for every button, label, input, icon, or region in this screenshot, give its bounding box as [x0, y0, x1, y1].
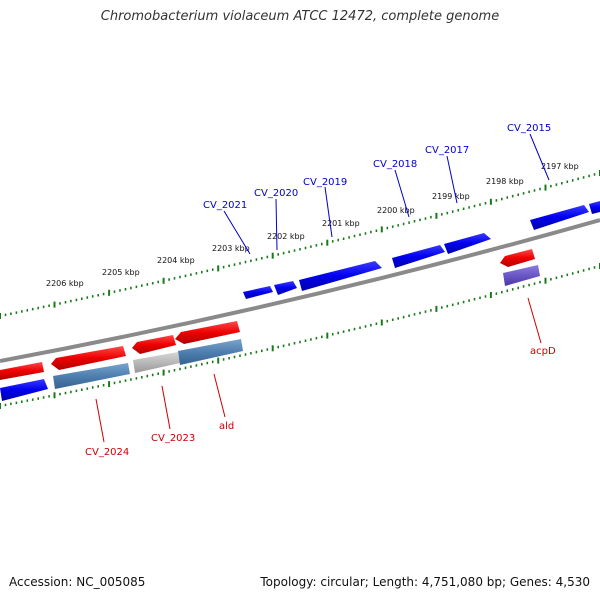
gene-label-cv2020[interactable]: CV_2020 [254, 188, 298, 199]
forward-gene-arrow[interactable] [274, 281, 297, 295]
tick-label: 2198 kbp [486, 177, 524, 186]
gene-label-cv2024[interactable]: CV_2024 [85, 447, 129, 458]
tick-label: 2205 kbp [102, 268, 140, 277]
genome-backbone [0, 218, 600, 363]
tick-label: 2206 kbp [46, 279, 84, 288]
reverse-gene-arrow[interactable] [0, 362, 44, 380]
label-leader [529, 133, 550, 181]
label-leader [527, 297, 542, 344]
gene-label-acpd[interactable]: acpD [530, 346, 556, 357]
forward-gene-arrow[interactable] [0, 379, 48, 401]
forward-strand [0, 201, 600, 401]
hit-bar[interactable] [178, 339, 243, 365]
genome-summary: Topology: circular; Length: 4,751,080 bp… [260, 575, 590, 589]
label-leader [446, 155, 458, 204]
reverse-gene-arrow[interactable] [500, 249, 535, 267]
gene-label-cv2017[interactable]: CV_2017 [425, 145, 469, 156]
tick-label: 2202 kbp [267, 232, 305, 241]
reverse-strand [0, 249, 535, 380]
inner-tick-track [0, 263, 600, 409]
label-leader [324, 186, 333, 238]
accession-label: Accession: NC_005085 [9, 575, 146, 589]
map-title: Chromobacterium violaceum ATCC 12472, co… [100, 9, 500, 24]
gene-label-cv2021[interactable]: CV_2021 [203, 200, 247, 211]
forward-gene-arrow[interactable] [299, 261, 382, 291]
gene-label-cv2015[interactable]: CV_2015 [507, 123, 551, 134]
hit-track [53, 265, 540, 389]
kbp-labels: 2197 kbp 2198 kbp 2199 kbp 2200 kbp 2201… [46, 162, 579, 288]
reverse-labels: acpD ald CV_2023 CV_2024 [85, 297, 556, 458]
label-leader [95, 398, 105, 443]
tick-label: 2197 kbp [541, 162, 579, 171]
hit-bar[interactable] [133, 352, 180, 373]
forward-labels: CV_2015 CV_2017 CV_2018 CV_2019 CV_2020 … [203, 123, 551, 255]
tick-label: 2204 kbp [157, 256, 195, 265]
tick-label: 2200 kbp [377, 206, 415, 215]
tick-label: 2201 kbp [322, 219, 360, 228]
forward-gene-arrow[interactable] [589, 201, 600, 214]
reverse-gene-arrow[interactable] [51, 346, 126, 370]
label-leader [275, 198, 278, 251]
forward-gene-arrow[interactable] [530, 205, 589, 230]
hit-bar[interactable] [503, 265, 540, 286]
label-leader [213, 373, 226, 418]
gene-label-cv2023[interactable]: CV_2023 [151, 433, 195, 444]
gene-label-cv2019[interactable]: CV_2019 [303, 177, 347, 188]
gene-label-ald[interactable]: ald [219, 421, 234, 432]
outer-tick-track [0, 170, 600, 319]
forward-gene-arrow[interactable] [243, 286, 273, 299]
tick-label: 2203 kbp [212, 244, 250, 253]
forward-gene-arrow[interactable] [444, 233, 491, 254]
tick-label: 2199 kbp [432, 192, 470, 201]
reverse-gene-arrow[interactable] [175, 321, 240, 344]
label-leader [161, 385, 171, 430]
forward-gene-arrow[interactable] [392, 245, 445, 268]
hit-bar[interactable] [53, 363, 130, 389]
label-leader [394, 169, 410, 218]
reverse-gene-arrow[interactable] [132, 335, 176, 354]
label-leader [223, 210, 251, 255]
gene-label-cv2018[interactable]: CV_2018 [373, 159, 417, 170]
